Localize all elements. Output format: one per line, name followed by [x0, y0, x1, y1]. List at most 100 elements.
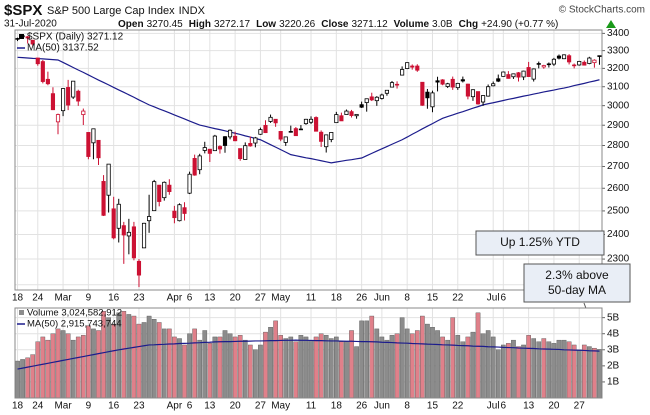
candle-body	[253, 137, 258, 144]
x-tick-label: 24	[32, 293, 44, 304]
candle-body	[157, 184, 162, 202]
y-tick-label: 4B	[607, 328, 620, 339]
ma-line	[17, 56, 600, 164]
volume-bar	[318, 333, 324, 399]
volume-bar	[470, 331, 476, 399]
volume-bar	[197, 339, 203, 399]
x-tick-label: 20	[548, 401, 560, 412]
volume-bar	[339, 341, 344, 399]
candle-body	[354, 113, 359, 117]
candle-body	[551, 58, 556, 65]
panel-border	[14, 29, 603, 291]
volume-bar	[273, 320, 278, 399]
candle-body	[329, 132, 334, 140]
x-tick-label: 18	[12, 401, 24, 412]
candle-body	[25, 36, 30, 39]
y-tick-label: 3B	[607, 344, 620, 355]
volume-bar	[70, 339, 76, 399]
volume-bar	[35, 341, 41, 399]
y-tick-label: 3200	[607, 63, 630, 74]
volume-bar	[247, 344, 253, 399]
volume-bar	[475, 312, 481, 399]
candle-body	[501, 71, 506, 77]
candle-body	[86, 132, 91, 157]
candle-body	[597, 55, 602, 57]
x-tick-label: Jun	[374, 401, 390, 412]
volume-bar	[495, 349, 501, 399]
date: 31-Jul-2020	[4, 19, 57, 30]
candle-body	[233, 135, 238, 142]
legend-swatch	[19, 34, 24, 39]
x-tick-label: 22	[452, 293, 464, 304]
candle-body	[379, 94, 384, 99]
candle-body	[76, 90, 81, 102]
volume-bar	[106, 317, 111, 399]
candle-body	[126, 231, 131, 237]
candle-body	[526, 67, 531, 77]
volume-bar	[86, 325, 91, 399]
candle-body	[45, 78, 50, 85]
candle-body	[162, 181, 167, 199]
candle-body	[121, 225, 126, 236]
y-tick-label: 2500	[607, 206, 630, 217]
x-tick-label: 15	[427, 401, 439, 412]
candle-body	[131, 226, 136, 259]
volume-bar	[455, 335, 461, 399]
candle-body	[339, 115, 344, 122]
candle-body	[582, 61, 587, 66]
x-tick-label: 18	[331, 293, 343, 304]
quote-value: 3272.17	[214, 19, 251, 30]
candle-body	[35, 57, 40, 65]
candle-body	[334, 114, 339, 124]
annotation-text: Up 1.25% YTD	[500, 235, 580, 249]
candle-body	[541, 65, 546, 68]
candle-body	[445, 83, 450, 87]
volume-bar	[344, 341, 349, 399]
candle-body	[475, 91, 481, 105]
volume-bar	[526, 335, 531, 399]
candle-body	[71, 80, 76, 98]
candle-body	[531, 68, 536, 80]
volume-bar	[293, 341, 299, 399]
volume-bar	[202, 330, 208, 399]
volume-bar	[571, 344, 577, 399]
candle-body	[425, 91, 430, 99]
exchange: INDX	[179, 5, 206, 17]
volume-bar	[232, 336, 238, 399]
volume-bar	[354, 346, 359, 399]
candle-body	[182, 207, 187, 214]
volume-bar	[404, 328, 410, 399]
volume-bar	[121, 311, 127, 399]
volume-bar	[450, 317, 456, 399]
volume-bar	[182, 344, 187, 399]
quote-label: Volume	[394, 19, 430, 30]
volume-bar	[597, 349, 602, 399]
candle-body	[273, 118, 278, 124]
volume-bar	[414, 330, 420, 399]
x-tick-label: 11	[306, 293, 317, 304]
candle-body	[288, 131, 293, 133]
volume-bar	[237, 335, 243, 399]
x-tick-label: Mar	[54, 293, 72, 304]
candle-body	[258, 129, 263, 135]
candle-body	[116, 203, 121, 229]
x-tick-label: 13	[204, 401, 216, 412]
x-tick-label: 23	[133, 401, 145, 412]
volume-bar	[268, 327, 273, 399]
candle-body	[192, 158, 197, 176]
x-tick-label: 16	[108, 401, 120, 412]
candle-body	[308, 118, 314, 123]
candle-body	[222, 136, 228, 146]
quote-value: +24.90 (+0.77 %)	[481, 19, 558, 30]
candle-body	[465, 83, 470, 97]
up-arrow-icon	[606, 20, 616, 28]
volume-bar	[212, 336, 218, 399]
candle-body	[359, 104, 364, 108]
candle-body	[314, 117, 319, 132]
volume-bar	[480, 333, 486, 399]
x-tick-label: 26	[356, 293, 368, 304]
candle-body	[263, 125, 268, 134]
candle-body	[141, 222, 147, 249]
quote-label: Open	[118, 19, 144, 30]
